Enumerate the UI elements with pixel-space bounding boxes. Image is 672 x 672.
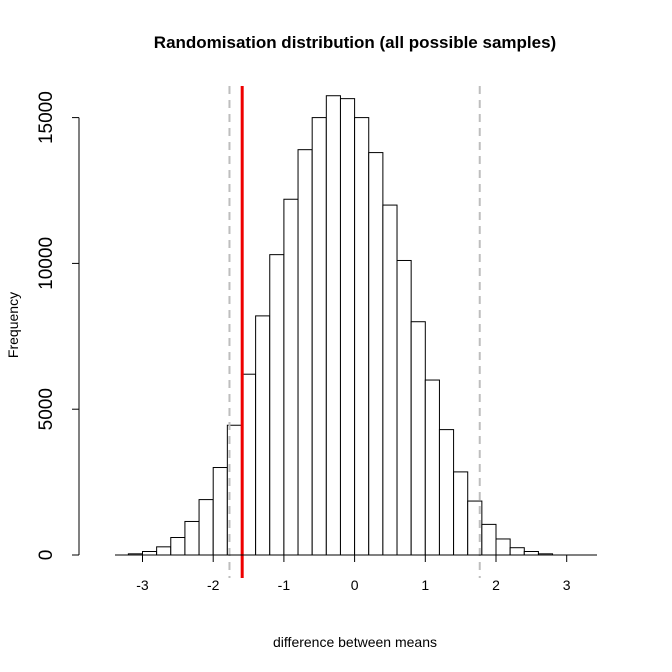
histogram-bar — [311, 117, 327, 556]
histogram-bar — [325, 95, 341, 556]
x-tick-label: 2 — [492, 577, 500, 593]
x-tick-label: -2 — [207, 577, 220, 593]
histogram-bar — [495, 538, 511, 556]
chart-title: Randomisation distribution (all possible… — [154, 33, 556, 52]
x-tick-label: 1 — [421, 577, 429, 593]
histogram-bar — [170, 537, 186, 556]
x-axis-label: difference between means — [273, 634, 437, 650]
histogram-bar — [509, 547, 525, 556]
histogram-bar — [269, 254, 285, 556]
histogram-bar — [184, 520, 200, 556]
y-tick-label: 10000 — [36, 237, 57, 290]
histogram-bar — [396, 259, 412, 556]
y-tick-label: 0 — [36, 550, 57, 561]
histogram-bar — [255, 315, 271, 556]
histogram-bar — [156, 546, 172, 556]
histogram-bar — [438, 429, 455, 556]
reference-lines — [228, 86, 481, 578]
histogram-bar — [481, 523, 497, 556]
y-tick-label: 5000 — [36, 388, 57, 430]
x-tick-label: -1 — [278, 577, 291, 593]
histogram-bar — [382, 204, 398, 556]
x-tick-label: -3 — [136, 577, 149, 593]
x-axis: -3 -2 -1 0 1 2 3 — [115, 554, 597, 593]
histogram-bar — [453, 471, 469, 556]
histogram-bar — [198, 499, 214, 556]
histogram-bar — [424, 379, 440, 556]
histogram-bars — [127, 95, 554, 556]
histogram-bar — [354, 117, 370, 556]
histogram-bar — [297, 149, 313, 556]
histogram-bar — [142, 551, 158, 556]
y-axis: 0 5000 10000 15000 — [36, 91, 80, 561]
histogram-bar — [212, 467, 228, 556]
x-tick-label: 0 — [351, 577, 359, 593]
histogram-bar — [410, 321, 426, 556]
y-tick-label: 15000 — [36, 91, 57, 144]
histogram-bar — [283, 198, 299, 556]
histogram-bar — [339, 98, 356, 556]
histogram-bar — [523, 551, 539, 556]
y-axis-label: Frequency — [5, 292, 21, 358]
histogram-bar — [368, 152, 384, 556]
x-tick-label: 3 — [563, 577, 571, 593]
